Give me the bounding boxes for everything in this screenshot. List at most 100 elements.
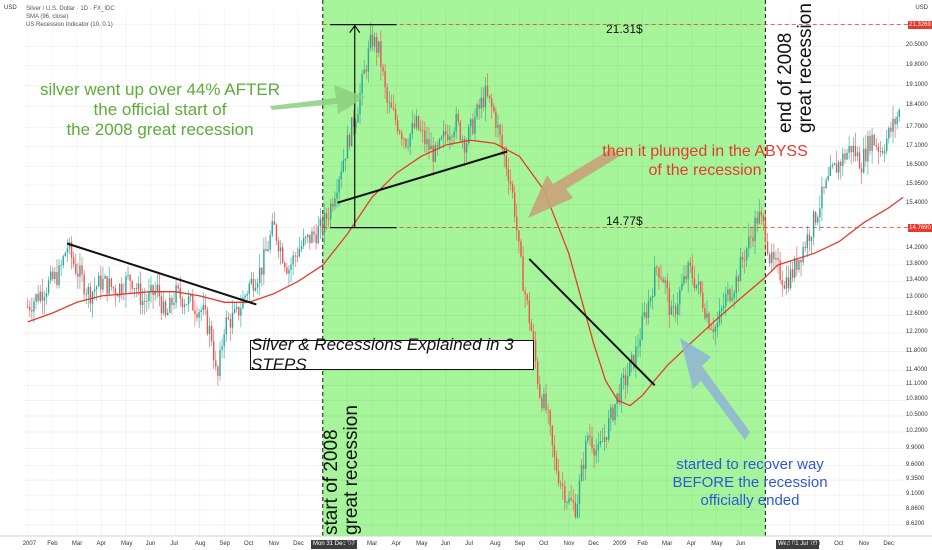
candle-body (386, 87, 388, 103)
candle-body (591, 437, 593, 449)
y-tick-label: 10.5000 (906, 412, 928, 419)
pre-recession-trendline (66, 242, 257, 306)
annotation-recover: started to recover way BEFORE the recess… (650, 456, 850, 510)
candle-body (378, 41, 380, 53)
candle-body (139, 283, 142, 306)
candle-body (860, 168, 863, 173)
candle-body (639, 339, 641, 347)
candle-body (863, 148, 865, 173)
candle-body (229, 318, 232, 328)
candle-body (390, 102, 393, 108)
candle-body (277, 240, 280, 252)
candle-body (647, 301, 650, 318)
candle-body (764, 220, 767, 242)
candle-body (702, 292, 704, 309)
candle-body (737, 276, 740, 282)
candle-body (735, 276, 737, 293)
candle-body (359, 92, 361, 115)
candle-body (190, 294, 192, 297)
x-tick-label: Aug (194, 541, 206, 547)
candle-body (821, 186, 823, 209)
candle-body (714, 327, 717, 332)
candle-body (785, 277, 788, 289)
candle-body (557, 471, 560, 484)
candle-body (750, 236, 752, 238)
candle-body (290, 264, 292, 270)
candle-body (426, 139, 428, 145)
candle-body (183, 304, 186, 308)
y-tick-label: 9.6000 (906, 461, 925, 468)
candle-body (399, 131, 401, 134)
candle-body (240, 308, 242, 316)
candle-body (281, 247, 284, 263)
candle-body (265, 249, 267, 251)
candle-body (263, 249, 265, 275)
indicator-recession-label[interactable]: US Recession Indicator (10, 0.1) (26, 22, 113, 28)
candle-body (35, 294, 37, 302)
candle-body (543, 393, 545, 409)
candle-body (605, 436, 608, 440)
candle-body (298, 248, 301, 257)
recession-end-line: end of 2008 (775, 32, 796, 133)
candle-body (309, 234, 311, 244)
x-tick-label: Apr (391, 541, 401, 547)
candle-body (164, 301, 167, 316)
candle-body (250, 278, 253, 284)
candle-body (731, 297, 733, 301)
candle-body (215, 360, 217, 367)
candle-body (831, 165, 834, 167)
candle-body (482, 97, 485, 108)
candle-body (825, 180, 827, 188)
candle-body (336, 192, 338, 199)
candle-body (252, 278, 255, 291)
candle-body (332, 203, 334, 207)
candle-body (802, 246, 804, 263)
y-tick-label: 13.8000 (906, 261, 928, 268)
candle-body (361, 73, 363, 93)
candle-body (413, 123, 416, 128)
candle-body (570, 498, 572, 501)
blue-arrow (680, 338, 750, 440)
x-tick-label: 2009 (612, 541, 627, 547)
candle-body (317, 226, 319, 244)
candle-body (877, 146, 880, 152)
candle-body (202, 305, 204, 311)
candle-body (610, 407, 612, 419)
candle-body (81, 265, 83, 275)
date-badge-start: Mon 31 Dec '07 (311, 540, 357, 549)
y-tick-label: 9.1000 (906, 491, 925, 498)
candle-body (660, 277, 662, 280)
candle-body (256, 283, 259, 288)
candle-body (536, 361, 539, 385)
annotation-recover-line: BEFORE the recession (672, 474, 828, 491)
symbol-title[interactable]: Silver / U.S. Dollar · 1D · FX_IDC (26, 6, 115, 12)
candle-body (568, 498, 570, 503)
indicator-sma-label[interactable]: SMA (96, close) (26, 14, 69, 20)
candle-body (505, 155, 508, 169)
candle-body (175, 285, 177, 303)
candle-body (622, 375, 625, 378)
candle-body (463, 138, 466, 153)
falling-trendline (528, 258, 656, 387)
candle-body (779, 260, 781, 280)
x-tick-label: Nov (268, 541, 280, 547)
x-tick-label: May (416, 541, 428, 547)
candle-body (574, 502, 577, 518)
y-tick-label: 19.8000 (906, 61, 928, 68)
candle-body (56, 271, 58, 286)
candle-body (628, 361, 631, 377)
currency-label-right: USD (915, 5, 928, 11)
candle-body (348, 134, 351, 147)
x-tick-label: Feb (342, 541, 353, 547)
candle-body (695, 284, 698, 289)
candle-body (589, 435, 591, 438)
candle-body (842, 153, 844, 166)
candle-body (522, 256, 524, 292)
candle-body (808, 234, 811, 242)
candle-body (580, 465, 583, 481)
candle-body (37, 294, 39, 302)
candle-body (752, 237, 754, 242)
candle-body (382, 66, 384, 72)
candle-body (396, 120, 399, 132)
annotation-down: then it plunged in the ABYSS of the rece… (590, 142, 820, 180)
